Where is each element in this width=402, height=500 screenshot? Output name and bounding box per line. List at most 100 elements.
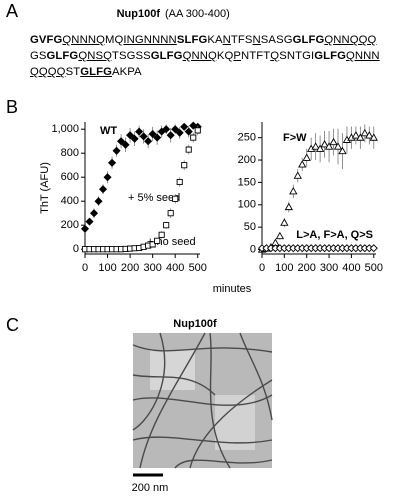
panel-label: A — [6, 1, 18, 21]
y-tick-label: 0 — [250, 243, 256, 255]
data-point — [194, 127, 201, 134]
residue-segment: QNNN — [346, 50, 380, 62]
residue-segment: N — [252, 34, 261, 46]
x-tick-label: 500 — [365, 262, 383, 274]
residue-segment: TSGSS — [111, 50, 151, 62]
scale-bar-label: 200 nm — [132, 482, 169, 494]
data-point — [149, 241, 156, 248]
data-point — [153, 133, 162, 142]
y-tick-label: 200 — [238, 154, 256, 166]
residue-segment: NTFT — [241, 50, 271, 62]
series-label: + 5% seed — [128, 192, 180, 204]
data-point — [171, 125, 180, 134]
sequence-line: QQQQSTGLFGAKPA — [30, 66, 142, 78]
residue-segment: KQ — [216, 50, 234, 62]
data-point — [175, 128, 184, 137]
data-point — [140, 243, 147, 250]
y-tick-label: 400 — [61, 195, 79, 207]
x-tick-label: 100 — [98, 262, 116, 274]
data-point — [185, 146, 192, 153]
data-point — [166, 131, 175, 140]
residue-segment: P — [233, 50, 242, 62]
residue-segment: KA — [207, 34, 223, 46]
y-tick-label: 150 — [238, 176, 256, 188]
x-tick-label: 300 — [320, 262, 338, 274]
data-point — [85, 217, 94, 226]
y-axis-label: ThT (AFU) — [39, 162, 51, 214]
data-point — [121, 140, 130, 149]
data-point — [356, 133, 365, 141]
x-tick-label: 200 — [298, 262, 316, 274]
data-point — [162, 125, 171, 134]
x-tick-label: 0 — [259, 262, 265, 274]
data-point — [338, 146, 347, 155]
data-point — [108, 158, 117, 167]
data-point — [172, 195, 179, 202]
data-point — [181, 162, 188, 169]
data-point — [89, 209, 99, 218]
data-point — [302, 153, 311, 161]
residue-segment: QQQQ — [30, 66, 66, 78]
x-axis-label: minutes — [213, 283, 252, 295]
data-point — [136, 244, 143, 252]
y-tick-label: 800 — [61, 147, 79, 159]
data-point — [158, 231, 165, 238]
data-point — [298, 160, 307, 168]
data-point — [280, 218, 289, 226]
data-point — [289, 187, 298, 195]
data-point — [176, 178, 183, 186]
sequence-line: GVFGQNNNQMQINGNNNNSLFGKANTFSNSASGGLFGQNN… — [30, 34, 376, 46]
data-point — [329, 137, 338, 146]
data-point — [180, 122, 189, 131]
data-point — [365, 131, 374, 139]
sequence-line: GSGLFGQNSQTSGSSGLFGQNNQKQPNTFTQSNTGIGLFG… — [30, 50, 380, 62]
residue-segment: QNNQQQ — [324, 34, 377, 46]
data-point — [284, 202, 293, 211]
residue-segment: QNNQ — [182, 50, 217, 62]
y-tick-label: 0 — [73, 243, 79, 255]
data-point — [320, 140, 329, 148]
data-point — [369, 244, 378, 253]
data-point — [167, 210, 174, 217]
panel-label: B — [6, 97, 18, 117]
x-tick-label: 100 — [275, 262, 293, 274]
residue-segment: TFS — [230, 34, 253, 46]
residue-segment: GS — [30, 50, 47, 62]
residue-segment: MQ — [104, 34, 124, 46]
residue-segment: QNNNQ — [62, 34, 105, 46]
residue-segment: QNSQ — [78, 50, 112, 62]
data-point — [275, 231, 285, 240]
data-point — [94, 197, 103, 206]
data-point — [190, 134, 197, 141]
sequence-title: Nup100f — [117, 8, 161, 20]
data-point — [145, 242, 152, 249]
y-tick-label: 100 — [238, 199, 256, 211]
x-tick-label: 300 — [143, 262, 161, 274]
data-point — [163, 222, 170, 229]
y-tick-label: 600 — [61, 171, 79, 183]
panel-label: C — [6, 315, 19, 335]
residue-segment: SLFG — [176, 34, 208, 46]
data-point — [80, 224, 90, 233]
data-point — [126, 131, 135, 140]
data-point — [139, 132, 148, 141]
y-tick-label: 200 — [61, 219, 79, 231]
x-tick-label: 500 — [189, 262, 207, 274]
y-tick-label: 250 — [238, 132, 256, 144]
data-point — [311, 142, 320, 150]
residue-segment: GLFG — [46, 50, 79, 62]
data-point — [103, 173, 112, 182]
x-tick-label: 0 — [82, 262, 88, 274]
data-point — [99, 185, 108, 194]
residue-segment: GLFG — [314, 50, 346, 62]
residue-segment: GLFG — [292, 34, 325, 46]
residue-segment: GLFG — [80, 66, 112, 78]
residue-segment: GVFG — [30, 34, 63, 46]
data-point — [154, 237, 161, 244]
data-point — [184, 127, 193, 136]
micrograph — [132, 332, 273, 469]
x-tick-label: 200 — [121, 262, 139, 274]
data-point — [148, 129, 157, 139]
y-tick-label: 50 — [244, 221, 256, 233]
data-point — [135, 127, 144, 136]
